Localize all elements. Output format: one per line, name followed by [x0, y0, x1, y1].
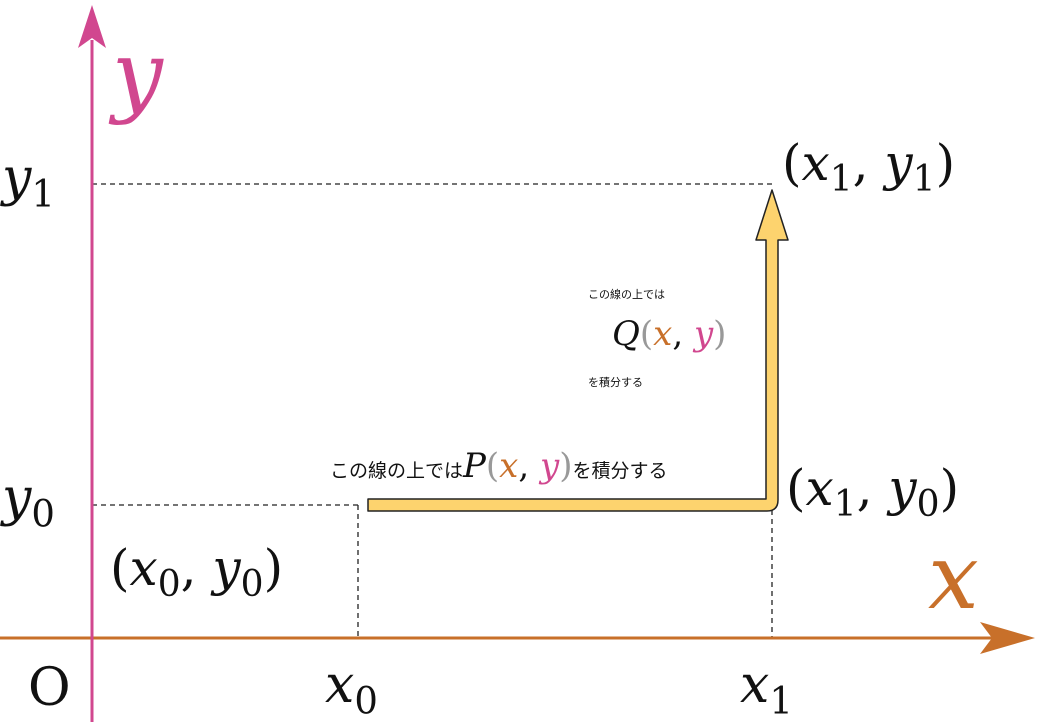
y-axis-arrow [78, 5, 106, 48]
text-piece: 1 [31, 172, 55, 215]
x1-label: x1 [740, 655, 793, 722]
text-piece: y [538, 446, 560, 486]
text-piece: ( [640, 314, 653, 354]
integration-path [367, 189, 789, 512]
note: を積分する [588, 375, 643, 389]
text-piece: 1 [830, 159, 853, 200]
text-piece: , [857, 459, 889, 517]
text-piece: , [181, 539, 213, 597]
text-piece: y [210, 539, 241, 597]
y-axis-label: y [108, 22, 164, 127]
text-piece: この線の上では [330, 460, 463, 482]
text-piece: y [0, 468, 32, 528]
point-label: (x1, y0) [786, 459, 959, 525]
text-piece: を積分する [588, 375, 643, 389]
note: Q(x, y) [612, 314, 726, 354]
text-piece: P [462, 446, 487, 486]
x-axis-label: x [928, 525, 979, 630]
text-piece: 0 [241, 564, 264, 605]
text-piece: この線の上では [588, 287, 665, 301]
y1-label: y1 [0, 148, 55, 215]
text-piece: , [853, 134, 885, 192]
text-piece: O [28, 658, 71, 718]
text-piece: ) [713, 314, 726, 354]
text-piece: を積分する [572, 460, 667, 482]
text-piece: 1 [769, 679, 793, 722]
text-piece: ) [559, 446, 572, 486]
text-piece: x [499, 446, 518, 486]
text-piece: x [928, 525, 979, 630]
text-piece: 1 [913, 159, 936, 200]
text-piece: y [0, 148, 32, 208]
x0-label: x0 [325, 655, 378, 722]
text-piece: 0 [158, 564, 181, 605]
text-piece: Q [612, 314, 640, 354]
text-piece: ( [786, 459, 806, 517]
text-piece: 1 [834, 484, 857, 525]
text-piece: ( [486, 446, 499, 486]
text-piece: x [325, 655, 354, 715]
text-piece: , [672, 314, 694, 354]
text-piece: 0 [31, 492, 55, 535]
text-piece: x [740, 655, 769, 715]
note: この線の上ではP(x, y)を積分する [330, 446, 667, 486]
text-piece: y [692, 314, 714, 354]
text-piece: y [886, 459, 917, 517]
text-piece: ) [940, 459, 960, 517]
text-piece: 0 [917, 484, 940, 525]
text-piece: ) [264, 539, 284, 597]
point-label: (x0, y0) [110, 539, 283, 605]
text-piece: y [882, 134, 913, 192]
text-piece: ( [782, 134, 802, 192]
x-axis-arrow [980, 622, 1035, 654]
text-piece: 0 [354, 679, 378, 722]
text-piece: x [653, 314, 672, 354]
origin-label: O [28, 658, 71, 718]
text-piece: y [108, 22, 164, 127]
text-piece: ) [936, 134, 956, 192]
text-piece: x [130, 539, 158, 597]
text-piece: ( [110, 539, 130, 597]
text-piece: x [806, 459, 834, 517]
text-piece: , [518, 446, 540, 486]
text-piece: x [802, 134, 830, 192]
note: この線の上では [588, 287, 665, 301]
y0-label: y0 [0, 468, 55, 535]
point-label: (x1, y1) [782, 134, 955, 200]
